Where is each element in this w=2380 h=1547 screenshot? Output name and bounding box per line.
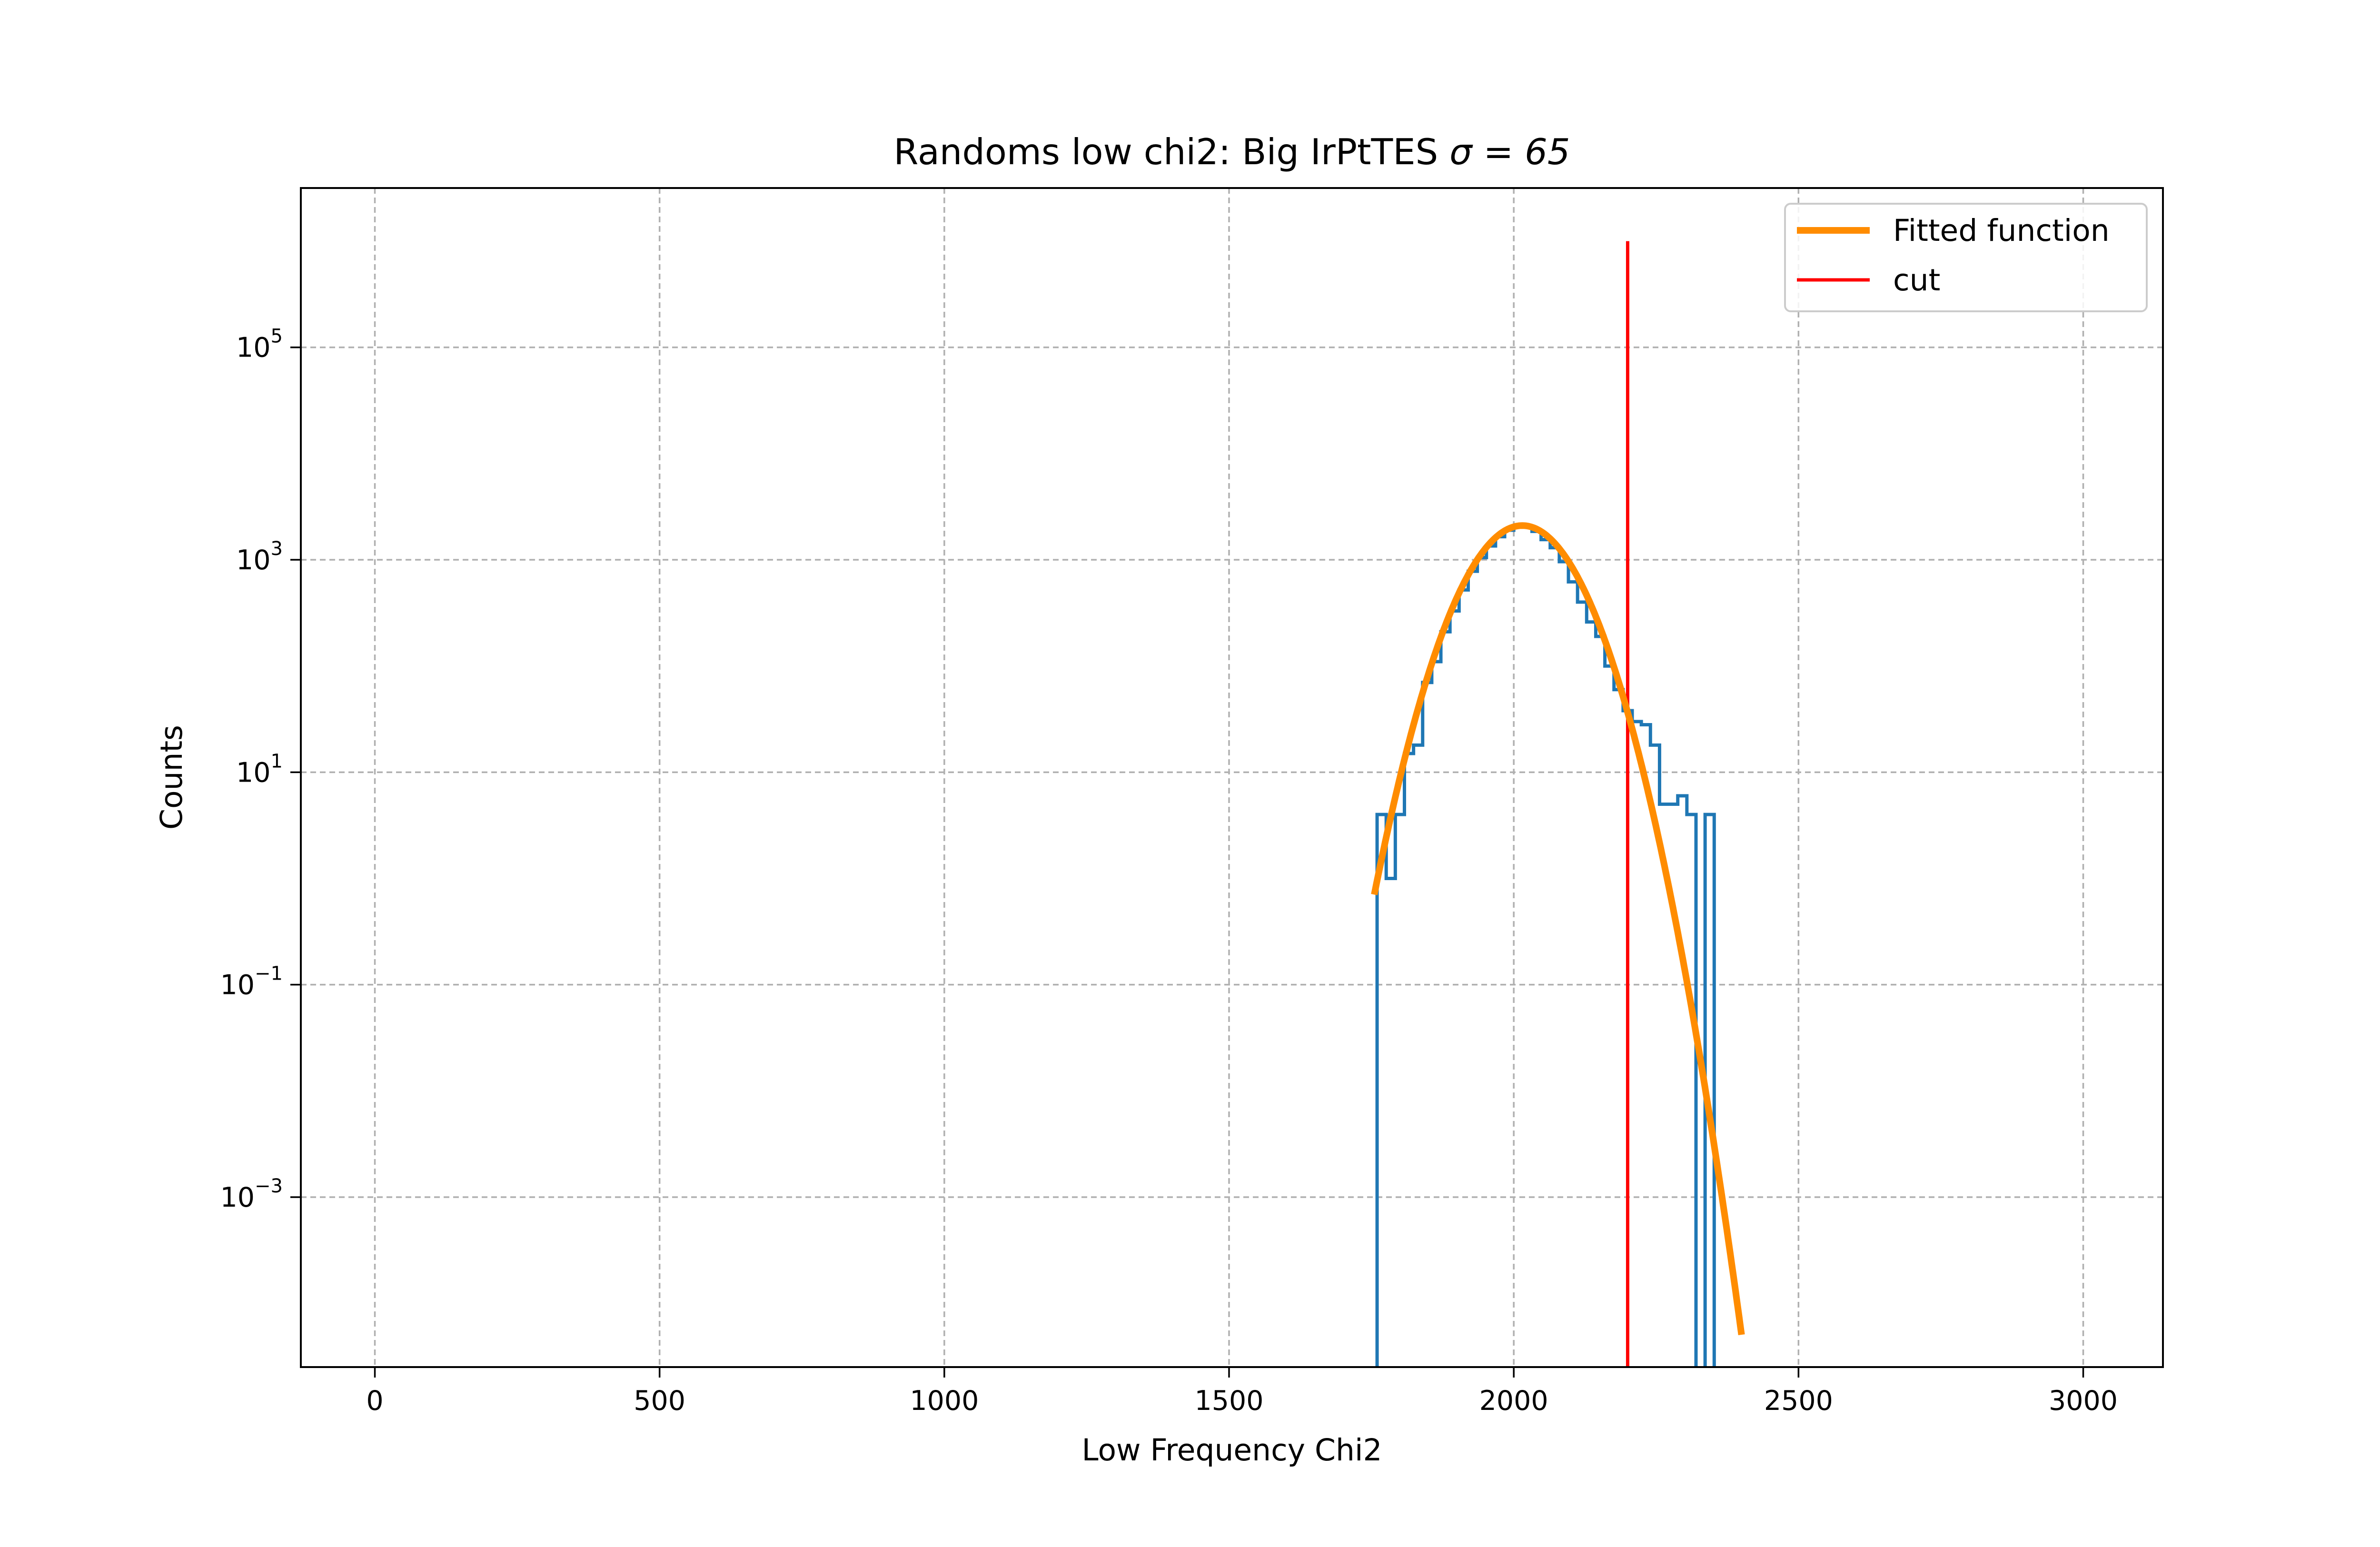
- legend-cut-label: cut: [1893, 263, 1940, 298]
- x-tick-label: 2000: [1479, 1385, 1548, 1417]
- chart-title-math: σ = 65: [1449, 131, 1570, 173]
- chart-title-text: Randoms low chi2: Big IrPtTES: [893, 131, 1438, 173]
- x-axis-ticks: 0 500 1000 1500 2000 2500 3000: [366, 1367, 2118, 1417]
- x-axis-label: Low Frequency Chi2: [1081, 1433, 1382, 1468]
- legend-fitted-function-label: Fitted function: [1893, 213, 2110, 248]
- x-tick-label: 500: [634, 1385, 685, 1417]
- x-tick-label: 2500: [1764, 1385, 1833, 1417]
- x-tick-label: 0: [366, 1385, 383, 1417]
- y-axis-label: Counts: [154, 725, 189, 830]
- legend: Fitted function cut: [1784, 203, 2148, 312]
- legend-box: [1784, 203, 2148, 312]
- y-tick-label: 101: [236, 750, 283, 788]
- fitted-function-curve: [1371, 522, 1745, 1336]
- x-tick-label: 1500: [1194, 1385, 1263, 1417]
- x-tick-label: 3000: [2049, 1385, 2118, 1417]
- histogram-step-line: [1375, 525, 1716, 1367]
- y-axis-ticks: 105 103 101 10−1 10−3: [220, 326, 301, 1213]
- chart-title: Randoms low chi2: Big IrPtTES σ = 65: [893, 131, 1570, 173]
- plot-frame: [300, 187, 2164, 1368]
- y-tick-label: 10−3: [220, 1175, 283, 1213]
- grid-lines: [301, 188, 2163, 1367]
- x-tick-label: 1000: [910, 1385, 979, 1417]
- y-tick-label: 105: [236, 326, 283, 364]
- y-tick-label: 103: [236, 538, 283, 576]
- y-tick-label: 10−1: [220, 963, 283, 1001]
